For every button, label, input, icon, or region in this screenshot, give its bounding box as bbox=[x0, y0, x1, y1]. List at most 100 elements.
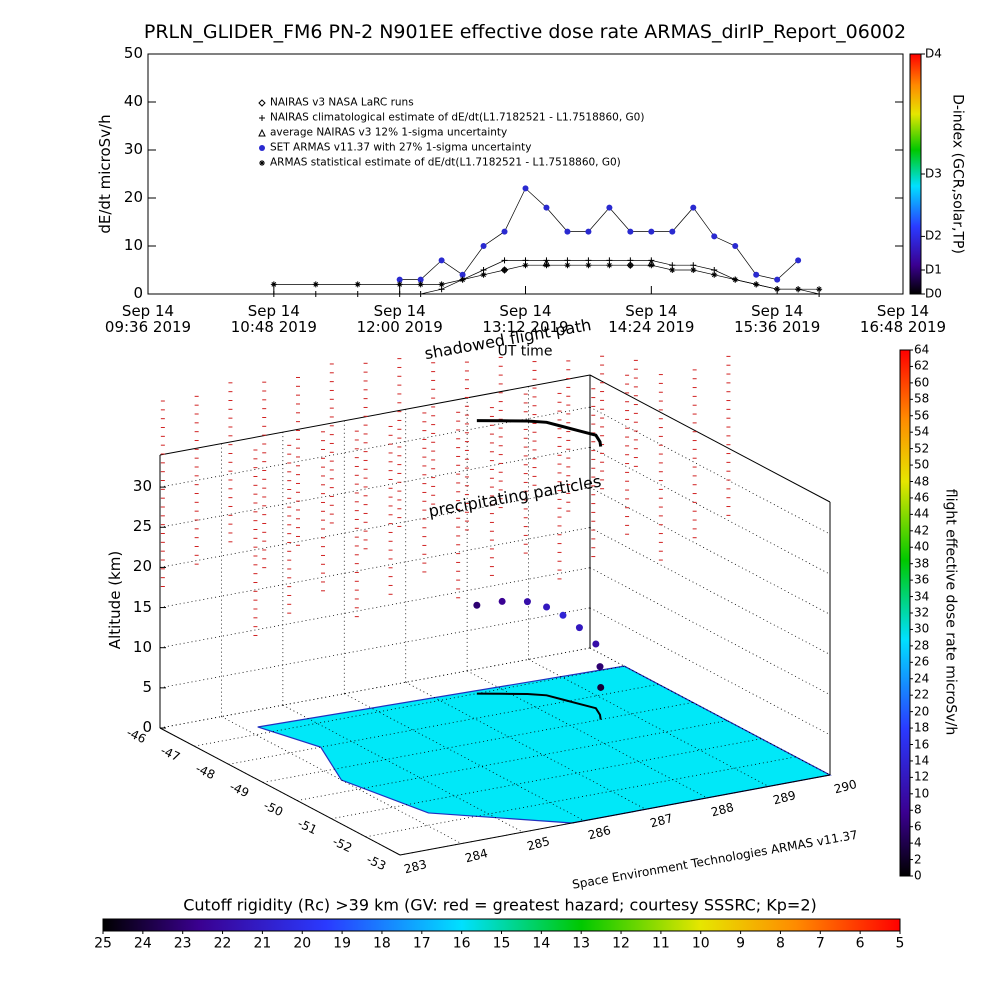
y-tick-label: 0 bbox=[133, 284, 143, 303]
colorbar-tick-label: 34 bbox=[914, 589, 930, 604]
data-point bbox=[711, 233, 718, 240]
series-line bbox=[273, 264, 820, 290]
colorbar-label: D-index (GCR,solar,TP) bbox=[949, 94, 966, 254]
data-point bbox=[606, 204, 613, 211]
colorbar-tick-label: 20 bbox=[914, 704, 930, 719]
box-edge bbox=[159, 727, 401, 856]
colorbar-tick-label: 14 bbox=[532, 935, 551, 952]
colorbar-tick-label: 62 bbox=[914, 359, 930, 374]
shadow-track bbox=[476, 419, 603, 447]
flight-point bbox=[592, 640, 600, 648]
colorbar-tick-label: 24 bbox=[914, 671, 930, 686]
grid-line bbox=[589, 487, 831, 615]
data-point bbox=[669, 267, 676, 273]
z-tick-label: 0 bbox=[142, 718, 152, 737]
y-tick-label: 10 bbox=[123, 236, 143, 255]
colorbar-tick-label: 26 bbox=[914, 655, 930, 670]
legend-label: NAIRAS climatological estimate of dE/dt(… bbox=[270, 111, 645, 124]
box-edge bbox=[159, 374, 591, 456]
z-tick-label: 25 bbox=[132, 517, 152, 536]
z-tick-label: 20 bbox=[132, 557, 152, 576]
colorbar-tick-label: 28 bbox=[914, 638, 930, 653]
land-surface bbox=[257, 665, 832, 824]
data-point bbox=[354, 281, 361, 288]
flight-point bbox=[543, 603, 551, 611]
flight-point bbox=[559, 611, 567, 619]
data-point bbox=[396, 276, 403, 283]
x-tick-label: Sep 14 12:00 2019 bbox=[356, 302, 443, 336]
data-point bbox=[795, 286, 802, 293]
colorbar-tick-label: 30 bbox=[914, 622, 930, 637]
colorbar-tick-label: D2 bbox=[925, 229, 942, 244]
colorbar-tick-label: 40 bbox=[914, 539, 930, 554]
grid-line bbox=[159, 527, 591, 608]
grid-line bbox=[159, 567, 591, 649]
data-point bbox=[396, 291, 403, 297]
x-tick-label: Sep 14 14:24 2019 bbox=[608, 302, 695, 336]
colorbar-tick-label: 56 bbox=[914, 408, 930, 423]
data-point bbox=[501, 257, 508, 264]
y-tick-label: 50 bbox=[123, 44, 143, 63]
ground-track bbox=[476, 692, 602, 720]
data-point bbox=[417, 281, 424, 288]
legend-marker bbox=[259, 115, 265, 121]
colorbar-tick-label: 8 bbox=[775, 935, 785, 952]
data-point bbox=[480, 243, 487, 249]
data-point bbox=[543, 262, 550, 269]
colorbar-tick-label: D1 bbox=[925, 262, 942, 277]
data-point bbox=[564, 262, 571, 269]
data-point bbox=[774, 276, 781, 283]
data-point bbox=[816, 286, 823, 293]
colorbar bbox=[899, 349, 911, 877]
data-point bbox=[543, 204, 550, 211]
x-tick-label: Sep 14 15:36 2019 bbox=[734, 302, 821, 336]
flight-point bbox=[575, 624, 583, 632]
colorbar-tick-label: 22 bbox=[914, 687, 930, 702]
data-point bbox=[270, 291, 277, 297]
grid-line bbox=[365, 756, 796, 838]
colorbar-tick-label: 13 bbox=[572, 935, 591, 952]
chart-title: PRLN_GLIDER_FM6 PN-2 N901EE effective do… bbox=[143, 21, 907, 44]
data-point bbox=[522, 185, 529, 192]
colorbar-tick-label: 38 bbox=[914, 556, 930, 571]
colorbar-tick-label: 60 bbox=[914, 375, 930, 390]
flight-point bbox=[596, 663, 604, 671]
box-edge bbox=[589, 374, 831, 503]
colorbar-tick-label: 54 bbox=[914, 424, 930, 439]
colorbar-tick-label: 10 bbox=[914, 786, 930, 801]
data-point bbox=[606, 262, 613, 269]
grid-line bbox=[159, 446, 591, 528]
colorbar-tick-label: 36 bbox=[914, 572, 930, 587]
colorbar-tick-label: 64 bbox=[914, 342, 930, 357]
legend-label: NAIRAS v3 NASA LaRC runs bbox=[270, 96, 414, 109]
colorbar-tick-label: D3 bbox=[925, 166, 942, 181]
data-point bbox=[732, 276, 739, 283]
z-tick-label: 15 bbox=[132, 597, 152, 616]
colorbar-tick-label: 22 bbox=[213, 935, 232, 952]
colorbar-tick-label: 21 bbox=[253, 935, 272, 952]
data-point bbox=[312, 281, 319, 288]
colorbar-tick-label: 12 bbox=[612, 935, 630, 952]
colorbar-tick-label: 7 bbox=[815, 935, 825, 952]
flight-point bbox=[523, 598, 531, 606]
colorbar-tick-label: 25 bbox=[94, 935, 112, 952]
colorbar-tick-label: 44 bbox=[914, 507, 930, 522]
colorbar-tick-label: 19 bbox=[333, 935, 352, 952]
y-tick-label: 40 bbox=[123, 92, 143, 111]
legend-label: SET ARMAS v11.37 with 27% 1-sigma uncert… bbox=[270, 141, 532, 154]
colorbar-tick-label: 8 bbox=[914, 802, 922, 817]
legend-marker bbox=[259, 145, 265, 151]
z-axis-label: Altitude (km) bbox=[106, 550, 125, 650]
x-tick-label: Sep 14 09:36 2019 bbox=[104, 302, 192, 336]
colorbar-tick-label: 6 bbox=[855, 935, 865, 952]
colorbar-tick-label: 46 bbox=[914, 490, 930, 505]
x-tick-label: Sep 14 16:48 2019 bbox=[859, 302, 947, 336]
data-point bbox=[585, 228, 592, 235]
data-point bbox=[753, 271, 760, 278]
colorbar-tick-label: 10 bbox=[691, 935, 710, 952]
colorbar-tick-label: 6 bbox=[914, 819, 922, 834]
grid-line bbox=[228, 683, 659, 765]
colorbar-tick-label: 4 bbox=[914, 835, 922, 850]
